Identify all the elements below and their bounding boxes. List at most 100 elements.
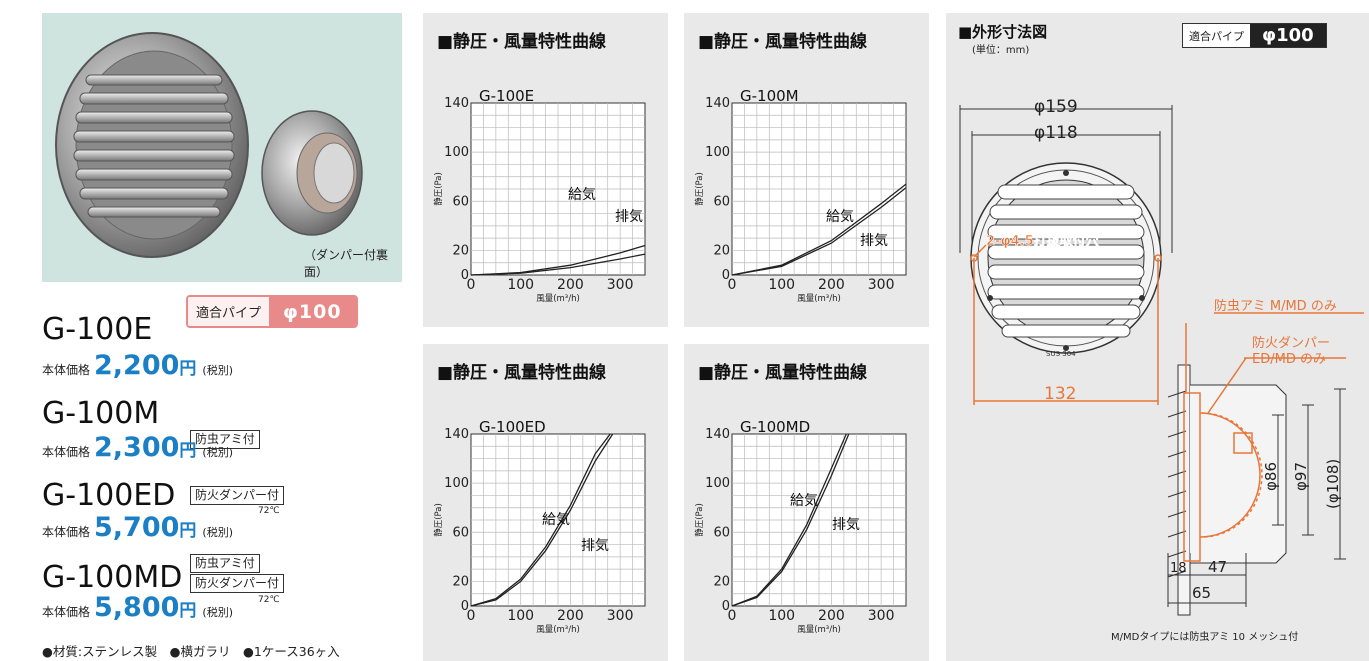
price-tax: (税別)	[202, 446, 234, 459]
price-value: 2,300	[94, 432, 180, 463]
series-line-exhaust	[470, 253, 646, 276]
series-line-exhaust	[470, 433, 614, 607]
price-row-g100e: 本体価格 2,200 円 (税別)	[42, 350, 233, 381]
x-axis-label: 風量(m³/h)	[797, 294, 841, 304]
chart-title: ■静圧・風量特性曲線	[698, 363, 868, 383]
x-tick-label: 300	[607, 608, 634, 624]
chart-panel-g100ed: ■静圧・風量特性曲線 0 100 200 300 0 20 60 100 140 風量(m³/h)…	[423, 344, 668, 661]
series-label-exhaust: 排気	[615, 209, 643, 225]
y-tick-label: 100	[444, 476, 469, 491]
price-tax: (税別)	[202, 606, 234, 619]
vent-cap-illustration	[55, 32, 363, 258]
pipe-size-badge: 適合パイプ φ100	[186, 295, 358, 328]
y-axis-label: 静圧(Pa)	[694, 503, 705, 537]
dim-inner-diameter: φ118	[1034, 123, 1078, 143]
x-tick-label: 0	[728, 277, 737, 293]
series-line-supply	[731, 183, 907, 276]
series-line-exhaust	[731, 187, 907, 276]
dimension-badge-value: φ100	[1250, 24, 1326, 47]
x-tick-label: 0	[467, 277, 476, 293]
y-tick-label: 60	[713, 525, 730, 540]
price-unit: 円	[179, 359, 197, 379]
dim-hole-label: 2-φ4.5打抜取付穴	[986, 233, 1099, 249]
chart-panel-g100e: ■静圧・風量特性曲線 0 100 200 300 0 20 60 100 140 風量(m³/h)…	[423, 13, 668, 327]
price-unit: 円	[179, 441, 197, 461]
model-name-g100md: G-100MD	[42, 560, 183, 595]
price-row-g100m: 本体価格 2,300 円 (税別)	[42, 432, 233, 463]
x-tick-label: 200	[818, 277, 845, 293]
photo-caption: （ダンパー付裏面）	[304, 248, 389, 279]
price-tax: (税別)	[202, 526, 234, 539]
chart-g100m: 0 100 200 300 0 20 60 100 140 風量(m³/h) 静圧(Pa) G-100…	[694, 87, 907, 304]
x-tick-label: 0	[467, 608, 476, 624]
chart-title: ■静圧・風量特性曲線	[437, 32, 607, 52]
x-tick-label: 300	[607, 277, 634, 293]
dim-damper-label-1: 防火ダンパー	[1252, 335, 1330, 351]
series-label-exhaust: 排気	[832, 517, 860, 533]
x-tick-label: 300	[868, 277, 895, 293]
chart-model-label: G-100E	[479, 87, 534, 105]
chart-title: ■静圧・風量特性曲線	[698, 32, 868, 52]
dim-depth-65: 65	[1192, 584, 1211, 602]
y-tick-label: 140	[444, 427, 469, 442]
x-tick-label: 100	[768, 608, 795, 624]
x-axis-label: 風量(m³/h)	[536, 625, 580, 635]
series-label-supply: 給気	[826, 209, 854, 225]
y-tick-label: 0	[722, 599, 730, 614]
dim-hole-pitch: 132	[1044, 384, 1076, 404]
y-tick-label: 20	[452, 574, 469, 589]
temp-note: 72℃	[258, 506, 280, 516]
series-label-supply: 給気	[568, 187, 596, 203]
dim-86: φ86	[1262, 462, 1280, 491]
price-value: 2,200	[94, 350, 180, 381]
x-tick-label: 100	[507, 608, 534, 624]
x-tick-label: 100	[768, 277, 795, 293]
model-name-g100e: G-100E	[42, 312, 153, 347]
chart-g100ed: 0 100 200 300 0 20 60 100 140 風量(m³/h) 静圧(Pa) G-100…	[433, 418, 646, 635]
y-tick-label: 20	[713, 574, 730, 589]
y-tick-label: 20	[452, 243, 469, 258]
dimension-title: ■外形寸法図	[958, 23, 1048, 41]
series-line-supply	[731, 433, 847, 607]
feature-tag-insect-net: 防虫アミ付	[190, 430, 260, 449]
price-unit: 円	[179, 521, 197, 541]
dim-depth-18: 18	[1170, 561, 1187, 576]
price-label: 本体価格	[42, 525, 91, 539]
x-tick-label: 200	[557, 608, 584, 624]
feature-tag-fire-damper: 防火ダンパー付	[190, 486, 285, 505]
series-label-supply: 給気	[542, 512, 570, 528]
y-tick-label: 20	[713, 243, 730, 258]
y-tick-label: 140	[705, 96, 730, 111]
dim-depth-47: 47	[1208, 558, 1227, 576]
series-label-supply: 給気	[790, 493, 818, 509]
product-photo: （ダンパー付裏面）	[42, 13, 402, 282]
dim-material-mark: SUS 304	[1046, 350, 1076, 358]
x-axis-label: 風量(m³/h)	[536, 294, 580, 304]
pipe-badge-value: φ100	[269, 297, 356, 326]
x-tick-label: 0	[728, 608, 737, 624]
price-row-g100ed: 本体価格 5,700 円 (税別)	[42, 512, 233, 543]
price-unit: 円	[179, 601, 197, 621]
chart-model-label: G-100MD	[740, 418, 810, 436]
price-label: 本体価格	[42, 445, 91, 459]
y-tick-label: 100	[705, 145, 730, 160]
dimension-badge-label: 適合パイプ	[1189, 29, 1244, 43]
dim-97: φ97	[1292, 462, 1310, 491]
y-tick-label: 0	[461, 268, 469, 283]
price-value: 5,700	[94, 512, 180, 543]
dimension-unit: (単位：mm)	[972, 45, 1030, 56]
y-tick-label: 60	[713, 194, 730, 209]
y-axis-label: 静圧(Pa)	[433, 172, 444, 206]
feature-tag-fire-damper: 防火ダンパー付	[190, 574, 285, 593]
series-line-exhaust	[731, 433, 850, 607]
series-label-exhaust: 排気	[860, 233, 888, 249]
price-tax: (税別)	[202, 364, 234, 377]
pipe-badge-label: 適合パイプ	[188, 297, 270, 326]
x-tick-label: 300	[868, 608, 895, 624]
dimension-drawing: φ159 φ118 2-φ4.5打抜取付穴 132 SUS 304 防虫アミ M…	[959, 97, 1364, 616]
x-tick-label: 200	[557, 277, 584, 293]
dim-outer-diameter: φ159	[1034, 97, 1078, 117]
chart-panel-g100md: ■静圧・風量特性曲線 0 100 200 300 0 20 60 100 140 風量(m³/h)…	[684, 344, 929, 661]
y-tick-label: 100	[705, 476, 730, 491]
y-tick-label: 100	[444, 145, 469, 160]
